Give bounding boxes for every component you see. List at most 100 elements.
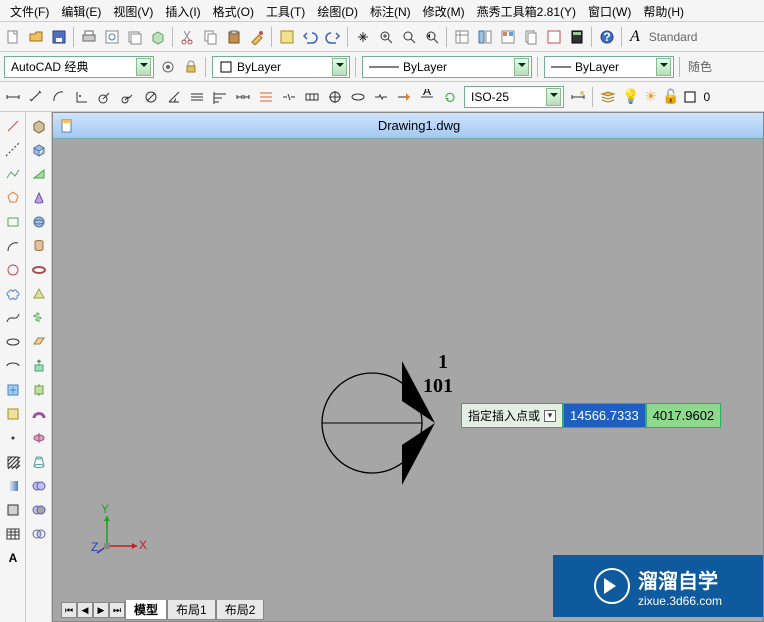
dim-radius-icon[interactable] [94, 86, 116, 108]
menu-window[interactable]: 窗口(W) [582, 0, 637, 21]
torus-icon[interactable] [28, 259, 50, 281]
dim-diameter-icon[interactable] [140, 86, 162, 108]
dim-arc-icon[interactable] [48, 86, 70, 108]
toolbar-lock-icon[interactable] [180, 56, 202, 78]
dim-break-icon[interactable] [278, 86, 300, 108]
help-icon[interactable]: ? [596, 26, 618, 48]
3dprint-icon[interactable] [147, 26, 169, 48]
dimstyle-dropdown[interactable]: ISO-25 [464, 86, 564, 108]
layer-lock-icon[interactable]: 🔓 [662, 88, 679, 105]
xline-icon[interactable] [2, 139, 24, 161]
menu-tools[interactable]: 工具(T) [260, 0, 311, 21]
rectangle-icon[interactable] [2, 211, 24, 233]
paste-icon[interactable] [223, 26, 245, 48]
dim-space-icon[interactable] [255, 86, 277, 108]
copy-icon[interactable] [200, 26, 222, 48]
design-center-icon[interactable] [474, 26, 496, 48]
prompt-options-icon[interactable]: ▾ [544, 410, 556, 422]
menu-view[interactable]: 视图(V) [107, 0, 159, 21]
menu-draw[interactable]: 绘图(D) [311, 0, 364, 21]
polysolid-icon[interactable] [28, 115, 50, 137]
ellipse-arc-icon[interactable] [2, 355, 24, 377]
gradient-icon[interactable] [2, 475, 24, 497]
menu-file[interactable]: 文件(F) [4, 0, 55, 21]
layer-on-icon[interactable]: 💡 [622, 88, 639, 105]
plot-preview-icon[interactable] [101, 26, 123, 48]
menu-edit[interactable]: 编辑(E) [55, 0, 107, 21]
layer-color-icon[interactable] [682, 89, 698, 105]
mtext-icon[interactable]: A [2, 547, 24, 569]
loft-icon[interactable] [28, 451, 50, 473]
workspace-settings-icon[interactable] [157, 56, 179, 78]
dim-update-icon[interactable] [439, 86, 461, 108]
coord-y-input[interactable]: 4017.9602 [646, 403, 721, 428]
tab-last-icon[interactable]: ⏭ [109, 602, 125, 618]
menu-format[interactable]: 格式(O) [207, 0, 260, 21]
point-icon[interactable] [2, 427, 24, 449]
dim-jogged-icon[interactable] [117, 86, 139, 108]
properties-icon[interactable] [451, 26, 473, 48]
wedge-icon[interactable] [28, 163, 50, 185]
make-block-icon[interactable] [2, 403, 24, 425]
markup-icon[interactable] [543, 26, 565, 48]
box-icon[interactable] [28, 139, 50, 161]
workspace-dropdown[interactable]: AutoCAD 经典 [4, 56, 154, 78]
arc-icon[interactable] [2, 235, 24, 257]
region-icon[interactable] [2, 499, 24, 521]
polygon-icon[interactable] [2, 187, 24, 209]
hatch-icon[interactable] [2, 451, 24, 473]
menu-yanxiu[interactable]: 燕秀工具箱2.81(Y) [471, 0, 582, 21]
redo-icon[interactable] [322, 26, 344, 48]
zoom-realtime-icon[interactable] [375, 26, 397, 48]
zoom-window-icon[interactable] [398, 26, 420, 48]
jogged-linear-icon[interactable] [370, 86, 392, 108]
coord-x-input[interactable]: 14566.7333 [563, 403, 646, 428]
zoom-previous-icon[interactable] [421, 26, 443, 48]
cylinder-icon[interactable] [28, 235, 50, 257]
sphere-icon[interactable] [28, 211, 50, 233]
block-editor-icon[interactable] [276, 26, 298, 48]
cone-icon[interactable] [28, 187, 50, 209]
revolve-icon[interactable] [28, 427, 50, 449]
pyramid-icon[interactable] [28, 283, 50, 305]
layer-manager-icon[interactable] [597, 86, 619, 108]
tab-model[interactable]: 模型 [125, 600, 167, 620]
table-icon[interactable] [2, 523, 24, 545]
line-icon[interactable] [2, 115, 24, 137]
dim-baseline-icon[interactable] [209, 86, 231, 108]
quickcalc-icon[interactable] [566, 26, 588, 48]
extrude-icon[interactable] [28, 355, 50, 377]
new-icon[interactable] [2, 26, 24, 48]
layer-freeze-icon[interactable]: ☀ [644, 88, 657, 105]
dim-linear-icon[interactable] [2, 86, 24, 108]
revcloud-icon[interactable] [2, 283, 24, 305]
center-mark-icon[interactable] [324, 86, 346, 108]
inspect-icon[interactable] [347, 86, 369, 108]
tab-layout1[interactable]: 布局1 [167, 600, 216, 620]
intersect-icon[interactable] [28, 523, 50, 545]
spline-icon[interactable] [2, 307, 24, 329]
tab-prev-icon[interactable]: ◀ [77, 602, 93, 618]
tolerance-icon[interactable] [301, 86, 323, 108]
sheet-set-icon[interactable] [520, 26, 542, 48]
print-icon[interactable] [78, 26, 100, 48]
tab-first-icon[interactable]: ⏮ [61, 602, 77, 618]
open-icon[interactable] [25, 26, 47, 48]
dim-text-edit-icon[interactable]: A [416, 86, 438, 108]
subtract-icon[interactable] [28, 499, 50, 521]
dim-edit-icon[interactable] [393, 86, 415, 108]
drawing-area[interactable]: Drawing1.dwg 1 101 指定插入点或 ▾ 14566.7333 4… [52, 112, 764, 622]
publish-icon[interactable] [124, 26, 146, 48]
planar-surface-icon[interactable] [28, 331, 50, 353]
polyline-icon[interactable] [2, 163, 24, 185]
dim-quick-icon[interactable] [186, 86, 208, 108]
menu-insert[interactable]: 插入(I) [159, 0, 206, 21]
presspull-icon[interactable] [28, 379, 50, 401]
dim-continue-icon[interactable] [232, 86, 254, 108]
helix-icon[interactable] [28, 307, 50, 329]
linetype-dropdown[interactable]: ByLayer [362, 56, 532, 78]
union-icon[interactable] [28, 475, 50, 497]
insert-block-icon[interactable] [2, 379, 24, 401]
menu-dimension[interactable]: 标注(N) [364, 0, 417, 21]
model-space[interactable]: 1 101 指定插入点或 ▾ 14566.7333 4017.9602 X Y [61, 147, 759, 597]
